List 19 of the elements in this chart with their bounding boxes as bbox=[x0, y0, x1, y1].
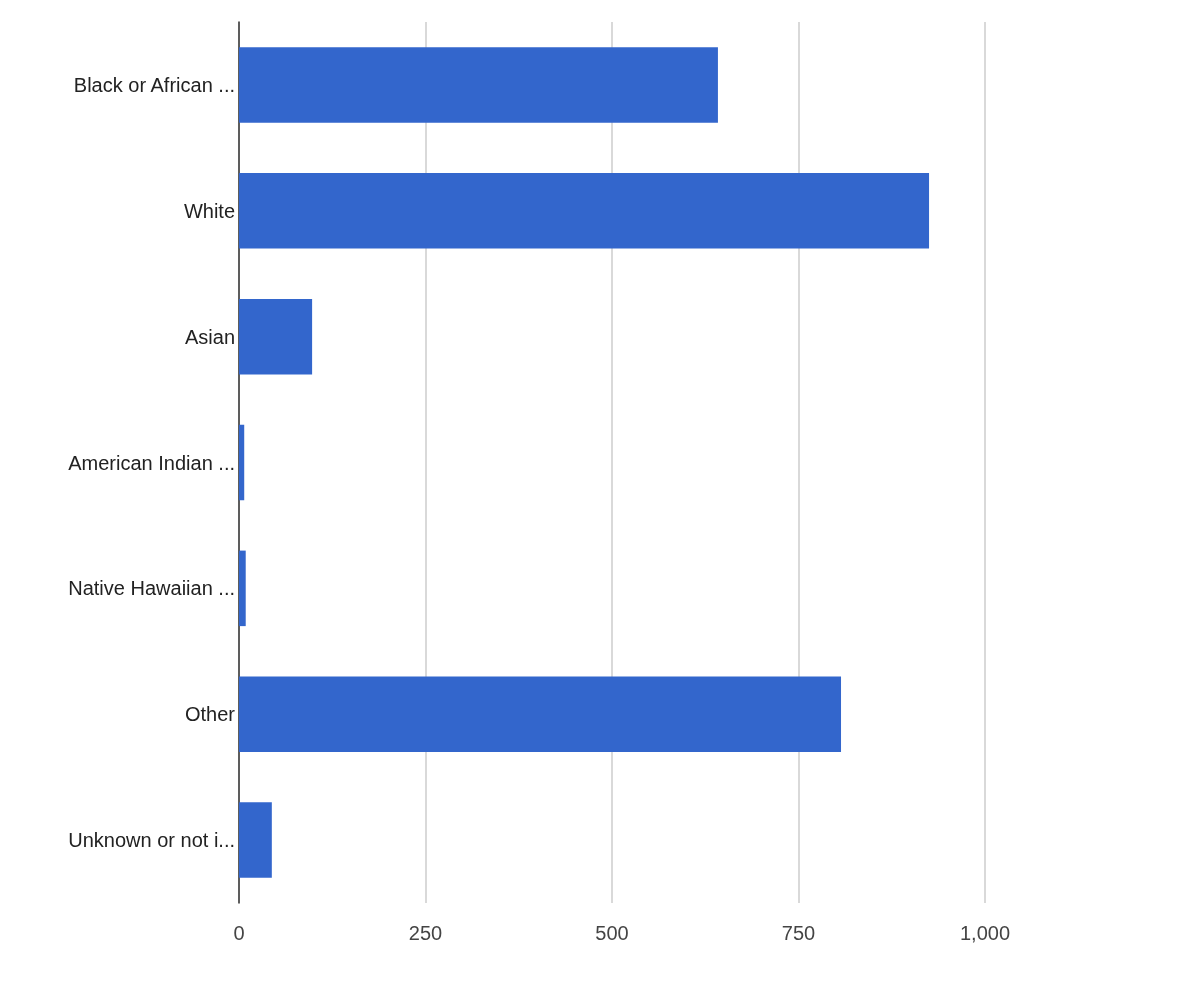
bar bbox=[239, 47, 718, 123]
y-tick-label: American Indian ... bbox=[68, 451, 235, 474]
y-tick-label: Unknown or not i... bbox=[68, 829, 235, 852]
bar bbox=[239, 802, 272, 878]
bar bbox=[239, 676, 842, 752]
x-tick-label: 250 bbox=[408, 922, 443, 944]
x-tick-label: 750 bbox=[781, 922, 816, 944]
bar bbox=[239, 298, 313, 375]
x-tick-label: 500 bbox=[595, 922, 629, 944]
bar bbox=[239, 173, 930, 249]
bar bbox=[239, 550, 246, 627]
y-tick-label: Native Hawaiian ... bbox=[68, 577, 235, 600]
y-tick-label: Other bbox=[184, 703, 236, 726]
y-tick-label: Asian bbox=[184, 325, 235, 348]
y-tick-label: Black or African ... bbox=[73, 73, 235, 96]
y-tick-label: White bbox=[183, 199, 235, 222]
x-tick-label: 1,000 bbox=[959, 922, 1011, 944]
x-tick-label: 0 bbox=[233, 922, 245, 944]
bar bbox=[239, 424, 245, 501]
